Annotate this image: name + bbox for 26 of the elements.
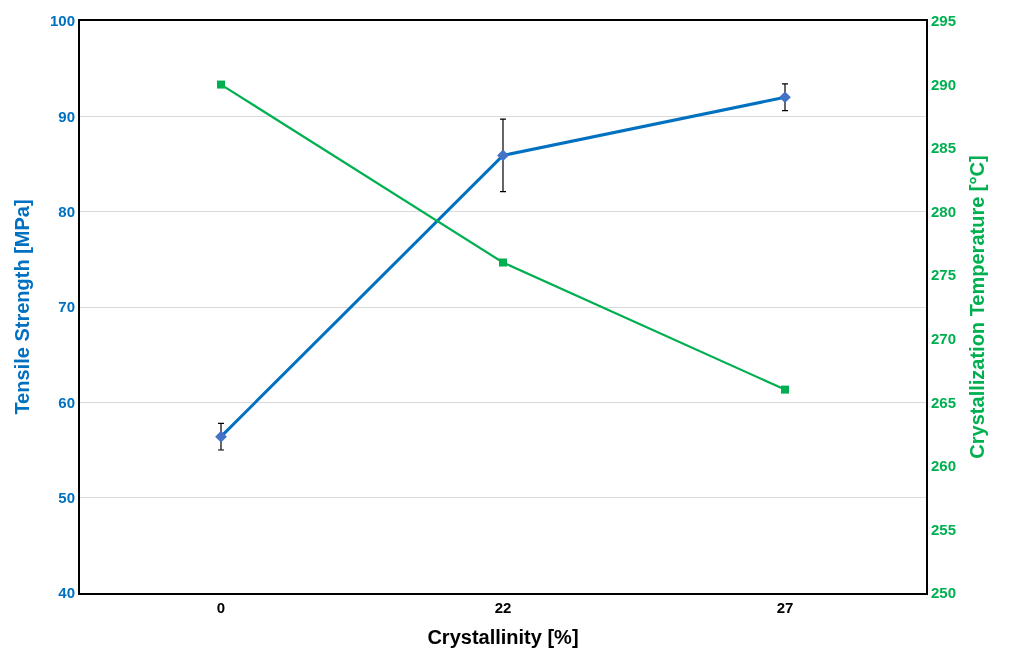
point xyxy=(781,385,789,394)
y2-tick-label: 280 xyxy=(931,202,957,220)
y-tick-label: 100 xyxy=(49,12,75,30)
x-tick-label: 27 xyxy=(776,599,794,616)
y-tick-label: 70 xyxy=(58,298,75,316)
x-axis-title: Crystallinity [%] xyxy=(427,626,579,648)
y2-tick-label: 285 xyxy=(931,139,957,157)
x-tick-label: 0 xyxy=(216,599,226,616)
y2-axis-title: Crystallization Temperature [°C] xyxy=(966,155,989,459)
y-tick-label: 50 xyxy=(58,488,75,506)
y2-tick-label: 290 xyxy=(931,75,957,93)
y-tick-label: 60 xyxy=(58,393,75,411)
point xyxy=(217,80,225,89)
y-tick-label: 40 xyxy=(58,584,75,602)
y-tick-label: 90 xyxy=(58,107,75,125)
point xyxy=(499,258,507,267)
y2-tick-label: 260 xyxy=(931,457,957,475)
y2-tick-label: 255 xyxy=(931,520,957,538)
y2-tick-label: 265 xyxy=(931,393,957,411)
y2-tick-label: 270 xyxy=(931,330,957,348)
y2-tick-label: 250 xyxy=(931,584,957,602)
x-tick-label: 22 xyxy=(494,599,512,616)
y2-tick-label: 295 xyxy=(931,12,957,30)
y2-tick-label: 275 xyxy=(931,266,957,284)
y-axis-title: Tensile Strength [MPa] xyxy=(10,199,33,415)
y-tick-label: 80 xyxy=(58,202,75,220)
